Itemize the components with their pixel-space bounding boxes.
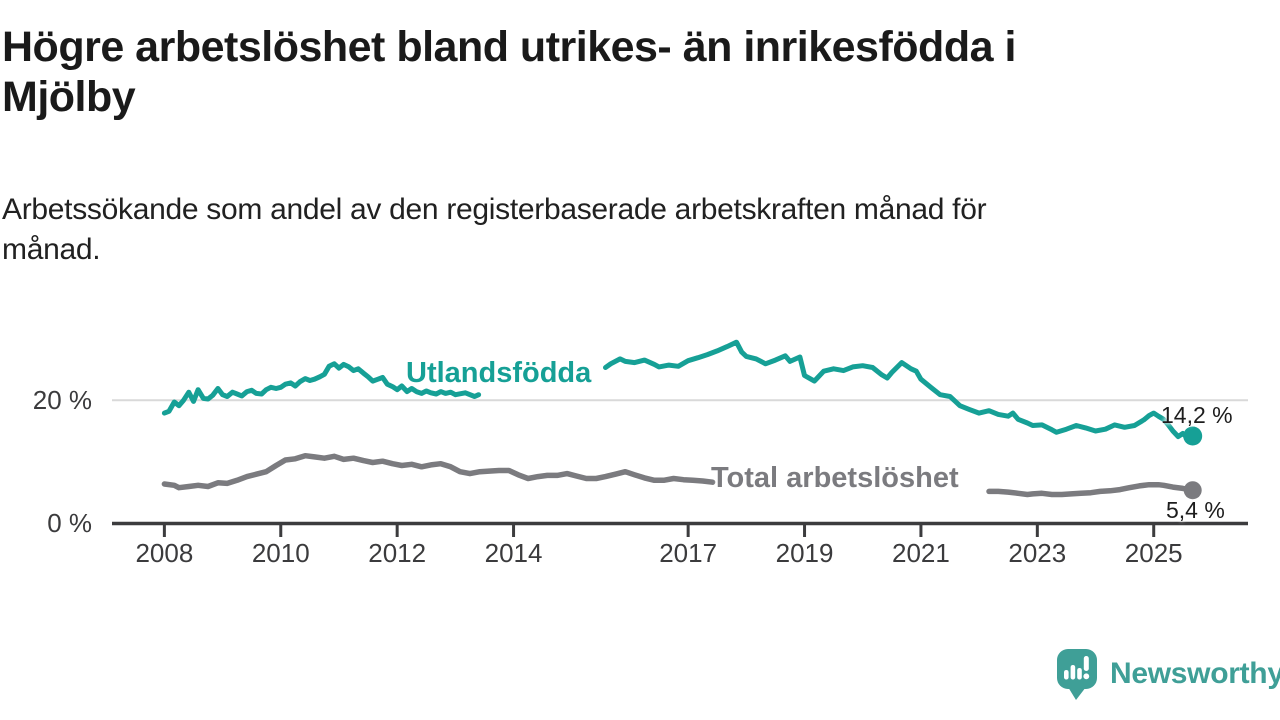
chart-subtitle: Arbetssökande som andel av den registerb… [2,193,987,266]
end-value-label-utlandsfodda: 14,2 % [1161,402,1233,428]
x-tick-label-2023: 2023 [1008,538,1067,568]
series-end-dot-0 [1183,426,1203,446]
series-line-1 [161,452,716,491]
y-tick-label-0: 0 % [47,508,92,538]
x-tick-label-2019: 2019 [775,538,834,568]
series-end-dot-1 [1183,481,1202,500]
series-line-1 [986,481,1196,498]
series-label-utlandsfodda: Utlandsfödda [406,357,592,389]
chart-title: Högre arbetslöshet bland utrikes- än inr… [2,23,1016,121]
x-tick-label-2017: 2017 [659,538,718,568]
series-line-0 [603,339,1196,441]
series-label-total-arbetsloshet: Total arbetslöshet [711,462,959,494]
end-value-label-total: 5,4 % [1166,497,1225,523]
x-tick-label-2010: 2010 [251,538,310,568]
series-line-0 [161,361,482,416]
x-tick-label-2025: 2025 [1124,538,1183,568]
newsworthy-wordmark: Newsworthy [1110,657,1280,690]
speech-bubble-bar-chart-icon [1057,649,1097,700]
y-tick-label-20: 20 % [32,385,92,415]
newsworthy-logo: Newsworthy [1056,648,1280,702]
x-tick-label-2008: 2008 [135,538,194,568]
x-tick-label-2012: 2012 [368,538,427,568]
x-tick-label-2014: 2014 [484,538,543,568]
x-tick-label-2021: 2021 [892,538,950,568]
